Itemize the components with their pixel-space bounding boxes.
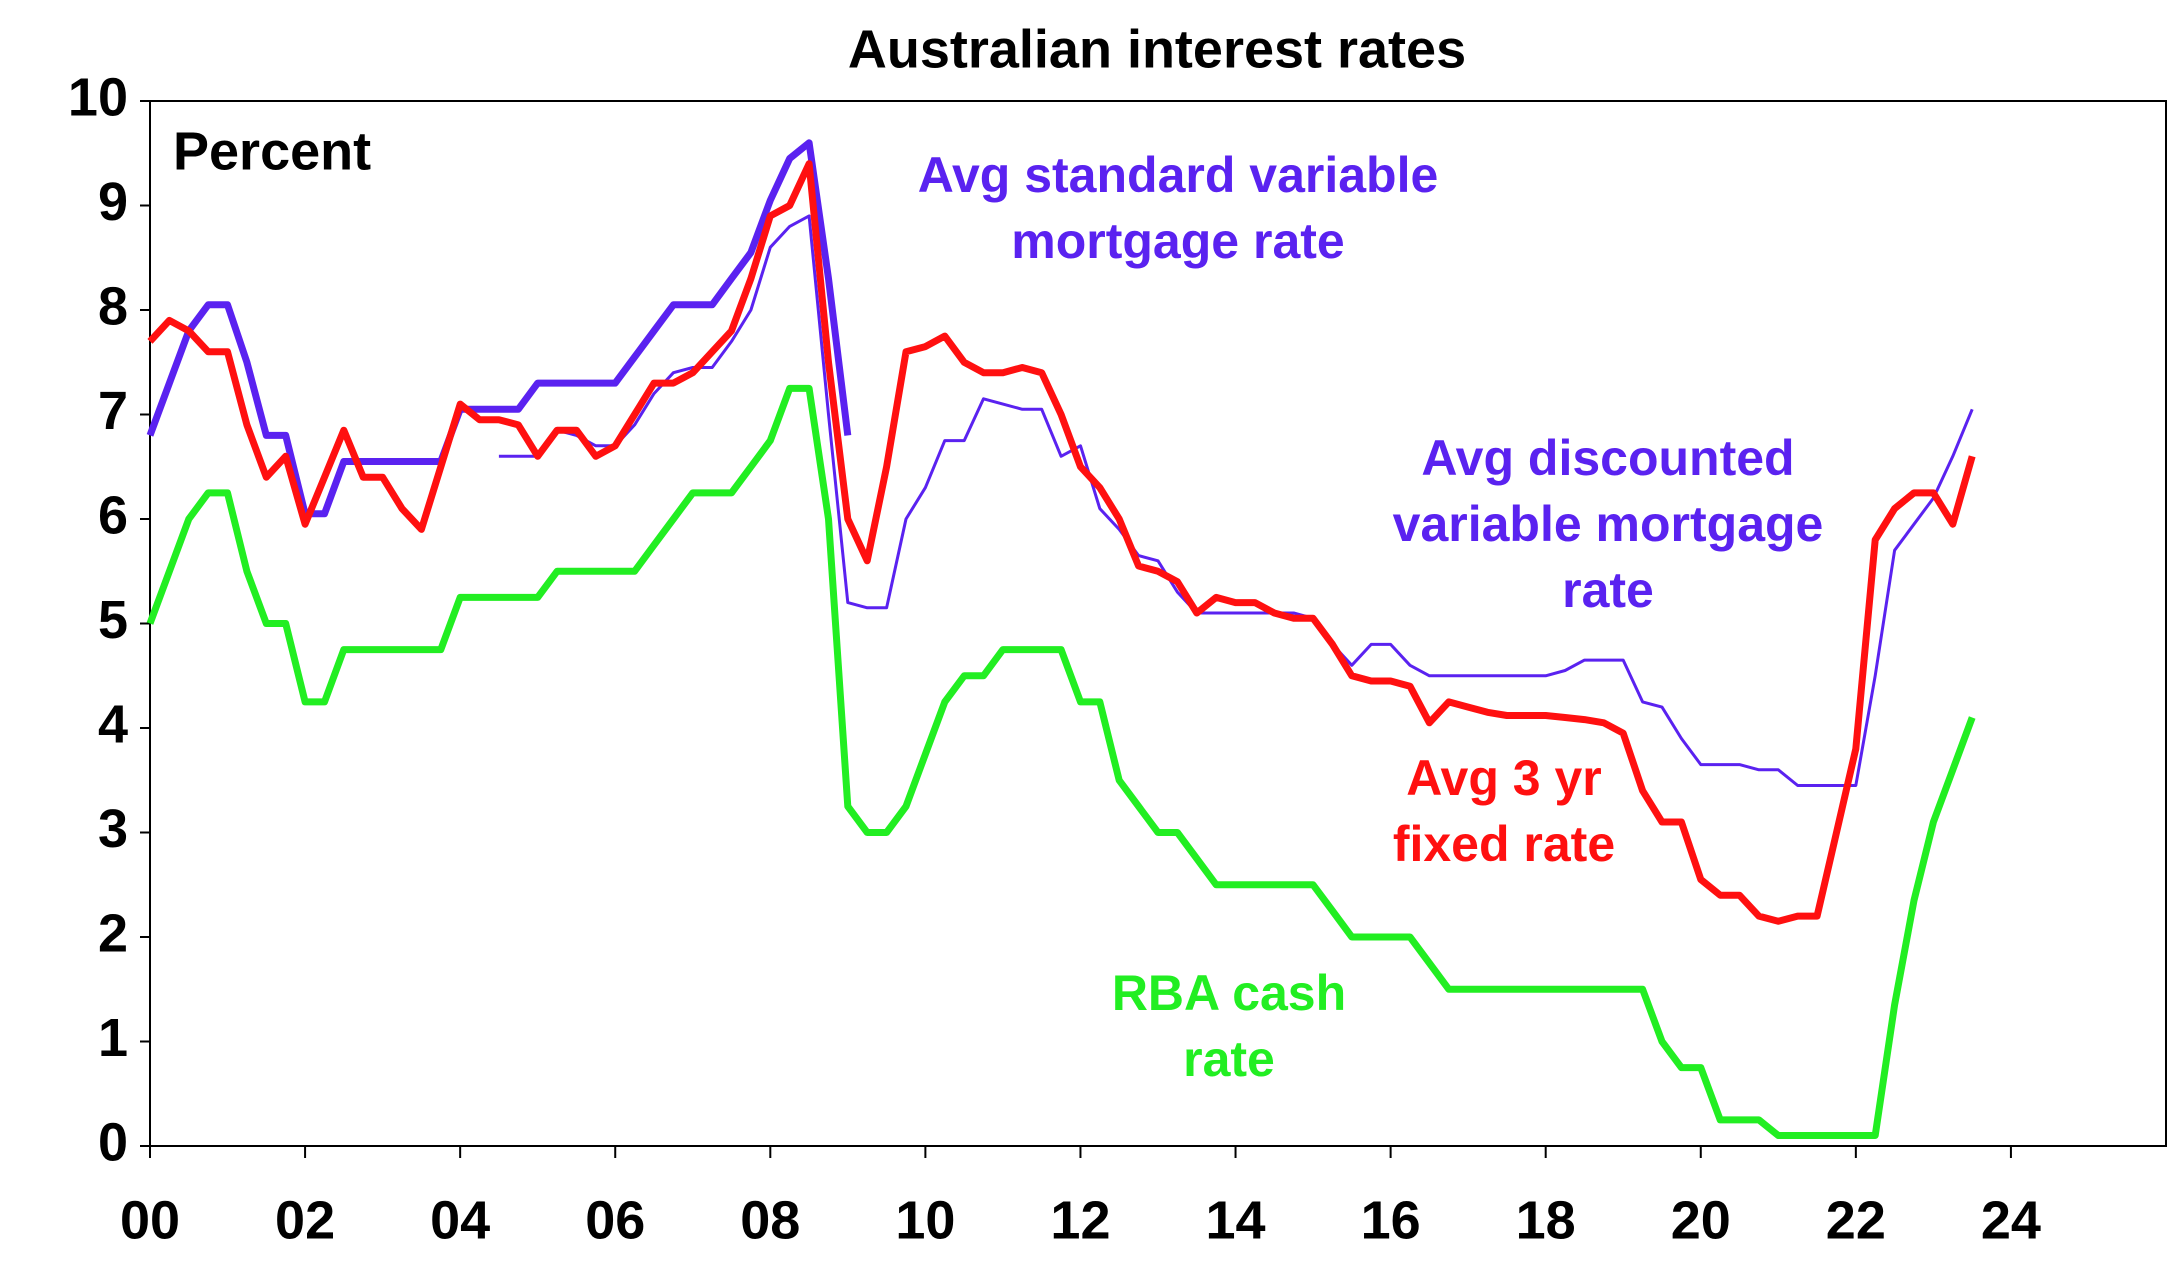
chart-title: Australian interest rates [848, 19, 1466, 79]
series-label: Avg standard variable mortgage rate [917, 147, 1439, 269]
y-tick-label: 10 [68, 67, 128, 127]
y-axis-label: Percent [173, 121, 371, 181]
y-tick-label: 3 [98, 799, 128, 859]
x-tick-label: 10 [895, 1190, 955, 1250]
x-tick-label: 12 [1050, 1190, 1110, 1250]
y-tick-label: 8 [98, 276, 128, 336]
series-line [147, 160, 1976, 925]
x-tick-label: 24 [1981, 1190, 2041, 1250]
y-tick-label: 4 [98, 694, 128, 754]
y-tick-label: 1 [98, 1008, 128, 1068]
y-tick-label: 9 [98, 172, 128, 232]
x-tick-label: 08 [740, 1190, 800, 1250]
x-tick-label: 16 [1361, 1190, 1421, 1250]
x-tick-label: 14 [1205, 1190, 1265, 1250]
series-line [146, 384, 1976, 1139]
series-line [498, 214, 1974, 787]
y-tick-label: 0 [98, 1112, 128, 1172]
series-line [146, 139, 852, 518]
x-tick-label: 00 [120, 1190, 180, 1250]
series-label: Avg 3 yr fixed rate [1392, 750, 1616, 872]
x-tick-label: 04 [430, 1190, 490, 1250]
y-tick-label: 2 [98, 903, 128, 963]
x-tick-label: 22 [1826, 1190, 1886, 1250]
x-tick-label: 02 [275, 1190, 335, 1250]
x-tick-label: 06 [585, 1190, 645, 1250]
x-tick-label: 18 [1516, 1190, 1576, 1250]
series-label: RBA cash rate [1111, 965, 1347, 1087]
series-label: Avg discounted variable mortgage rate [1392, 430, 1824, 618]
y-tick-label: 7 [98, 381, 128, 441]
y-tick-label: 5 [98, 590, 128, 650]
x-tick-label: 20 [1671, 1190, 1731, 1250]
y-tick-label: 6 [98, 485, 128, 545]
